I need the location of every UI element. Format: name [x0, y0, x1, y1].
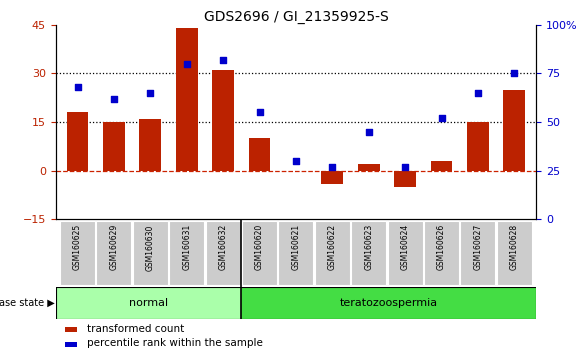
Text: GSM160622: GSM160622	[328, 224, 337, 270]
Text: percentile rank within the sample: percentile rank within the sample	[87, 338, 263, 348]
Bar	[497, 221, 532, 285]
Text: GSM160626: GSM160626	[437, 224, 446, 270]
Bar	[65, 342, 77, 347]
Text: GSM160624: GSM160624	[401, 224, 410, 270]
Text: transformed count: transformed count	[87, 324, 184, 334]
Bar	[65, 327, 77, 332]
Bar	[321, 171, 343, 184]
Text: GSM160627: GSM160627	[473, 224, 482, 270]
Bar	[56, 287, 241, 319]
Point	[109, 96, 118, 102]
Point	[473, 90, 483, 96]
Text: GSM160632: GSM160632	[219, 224, 227, 270]
Bar	[97, 221, 131, 285]
Text: GSM160623: GSM160623	[364, 224, 373, 270]
Bar	[394, 171, 416, 187]
Title: GDS2696 / GI_21359925-S: GDS2696 / GI_21359925-S	[203, 10, 389, 24]
Point	[73, 84, 82, 90]
Bar	[358, 164, 380, 171]
Bar	[212, 70, 234, 171]
Bar	[388, 221, 423, 285]
Bar	[461, 221, 495, 285]
Bar	[67, 113, 88, 171]
Text: GSM160625: GSM160625	[73, 224, 82, 270]
Bar	[431, 161, 452, 171]
Text: GSM160621: GSM160621	[291, 224, 301, 270]
Bar	[139, 119, 161, 171]
Text: GSM160629: GSM160629	[110, 224, 118, 270]
Point	[219, 57, 228, 63]
Bar	[278, 221, 314, 285]
Text: GSM160631: GSM160631	[182, 224, 191, 270]
Point	[291, 158, 301, 164]
Text: normal: normal	[129, 298, 168, 308]
Bar	[169, 221, 204, 285]
Bar	[242, 221, 277, 285]
Point	[364, 129, 373, 135]
Text: disease state ▶: disease state ▶	[0, 298, 55, 308]
Bar	[424, 221, 459, 285]
Bar	[503, 90, 525, 171]
Bar	[315, 221, 350, 285]
Bar	[176, 28, 197, 171]
Bar	[60, 221, 95, 285]
Point	[510, 70, 519, 76]
Bar	[103, 122, 125, 171]
Point	[328, 164, 337, 170]
Point	[182, 61, 192, 67]
Text: GSM160628: GSM160628	[510, 224, 519, 270]
Bar	[351, 221, 386, 285]
Text: GSM160620: GSM160620	[255, 224, 264, 270]
Bar	[467, 122, 489, 171]
Bar	[133, 221, 168, 285]
Point	[255, 110, 264, 115]
Text: GSM160630: GSM160630	[146, 224, 155, 270]
Text: teratozoospermia: teratozoospermia	[340, 298, 438, 308]
Point	[400, 164, 410, 170]
Point	[146, 90, 155, 96]
Point	[437, 115, 446, 121]
Bar	[241, 287, 536, 319]
Bar	[206, 221, 241, 285]
Bar	[248, 138, 271, 171]
